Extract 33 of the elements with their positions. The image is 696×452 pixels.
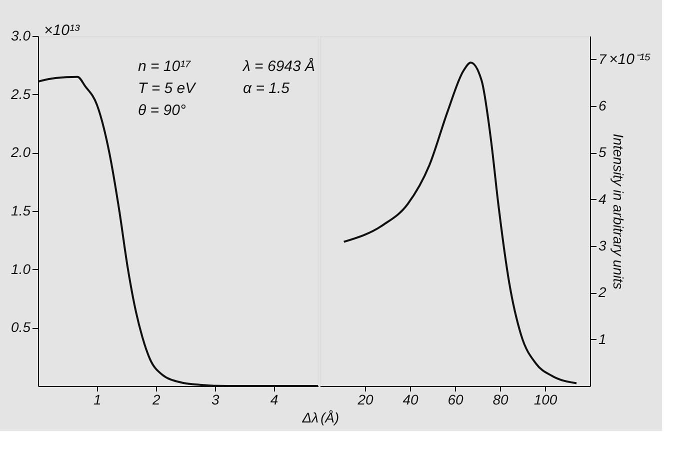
x-tick-label: 3 [211, 392, 220, 408]
x-axis-title: Δλ [301, 410, 319, 426]
x-tick-label: 40 [402, 392, 418, 408]
y-tick-label: 1.0 [11, 260, 31, 277]
y-tick-label: 0.5 [11, 319, 31, 336]
annotation: θ = 90° [138, 102, 186, 119]
y-tick-label: 3.0 [11, 28, 31, 44]
x-tick-label: 100 [534, 392, 558, 408]
x-tick-label: 4 [270, 392, 278, 408]
y2-axis-title: Intensity in arbitrary units [610, 134, 626, 290]
x-tick-label: 60 [448, 392, 464, 408]
annotation: T = 5 eV [138, 80, 198, 97]
annotation: n = 10¹⁷ [138, 58, 192, 75]
y2-tick-label: 6 [598, 98, 606, 114]
annotation: ×10¹³ [44, 22, 80, 39]
x-axis-title: (Å) [320, 410, 340, 426]
y2-tick-label: 2 [598, 284, 606, 300]
text: ×10⁻¹⁵ [609, 51, 651, 68]
x-tick-label: 80 [492, 392, 508, 408]
annotation: α = 1.5 [243, 80, 290, 97]
y-tick-label: 1.5 [11, 202, 31, 218]
y2-tick-label: 3 [598, 238, 606, 254]
y2-tick-label: 7 [598, 50, 608, 67]
x-tick-label: 20 [356, 392, 374, 408]
annotation: λ = 6943 Å [242, 57, 316, 75]
y2-tick-label: 4 [598, 190, 606, 207]
y-tick-label: 2.5 [10, 86, 31, 102]
y2-tick-label: 1 [598, 330, 606, 347]
x-tick-label: 2 [151, 392, 160, 408]
y-tick-label: 2.0 [10, 144, 31, 160]
x-tick-label: 1 [94, 392, 102, 408]
line-series [342, 62, 578, 384]
y2-tick-label: 5 [598, 144, 606, 160]
